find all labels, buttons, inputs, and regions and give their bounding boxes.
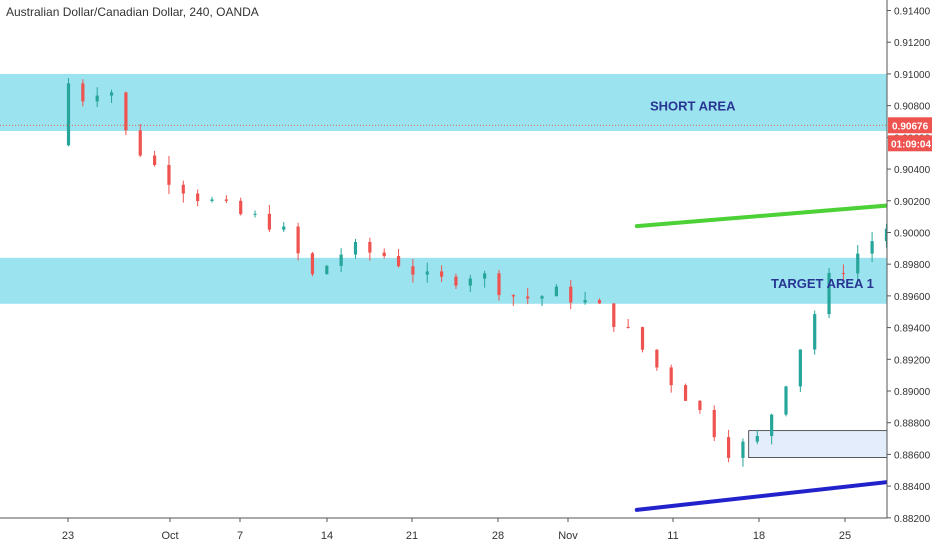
- candle-body: [483, 273, 487, 279]
- candle-body: [310, 253, 315, 275]
- candle-body: [741, 441, 745, 458]
- candle-body: [597, 300, 602, 304]
- price-tick-label: 0.88600: [894, 450, 931, 461]
- candle-body: [167, 164, 171, 185]
- time-tick-label: 28: [492, 530, 504, 542]
- price-tick-label: 0.89000: [894, 387, 931, 398]
- candle-body: [282, 226, 286, 230]
- candle-body: [669, 367, 673, 386]
- candle-body: [124, 92, 128, 131]
- candle-body: [884, 228, 887, 242]
- candle-body: [239, 200, 243, 215]
- time-tick-label: 23: [62, 530, 74, 542]
- price-tick-label: 0.88800: [894, 419, 931, 430]
- candle-body: [296, 226, 300, 254]
- candle-body: [655, 349, 659, 368]
- candle-body: [196, 193, 200, 201]
- candle-body: [325, 265, 329, 275]
- candle-body: [827, 272, 831, 315]
- price-tick-label: 0.91200: [894, 38, 931, 49]
- time-tick-label: 21: [406, 530, 418, 542]
- candle-body: [95, 95, 99, 102]
- candle-body: [784, 386, 788, 415]
- candle-body: [468, 278, 472, 286]
- candle-body: [368, 241, 372, 253]
- candle-body: [81, 83, 85, 102]
- candle-body: [569, 286, 573, 303]
- candle-body: [640, 327, 645, 350]
- time-tick-label: 14: [321, 530, 333, 542]
- price-tick-label: 0.89400: [894, 324, 931, 335]
- short-area-zone: [0, 73, 887, 131]
- current-price-tag: [888, 117, 932, 134]
- candle-body: [181, 184, 185, 194]
- price-tick-label: 0.89200: [894, 355, 931, 366]
- price-tick-label: 0.91400: [894, 7, 931, 18]
- countdown-label: 01:09:04: [891, 139, 931, 150]
- price-tick-label: 0.88200: [894, 514, 931, 525]
- candle-body: [511, 295, 515, 297]
- candle-body: [727, 437, 731, 458]
- candle-body: [153, 155, 157, 165]
- candle-body: [253, 213, 257, 215]
- candle-body: [411, 266, 415, 275]
- candle-body: [210, 199, 214, 201]
- time-tick-label: 25: [839, 530, 851, 542]
- price-axis[interactable]: [887, 0, 932, 550]
- price-tick-label: 0.90200: [894, 197, 931, 208]
- current-price-label: 0.90676: [892, 121, 929, 132]
- candle-body: [425, 271, 429, 275]
- price-tick-label: 0.90400: [894, 165, 931, 176]
- candle-body: [554, 286, 558, 297]
- chart-title: Australian Dollar/Canadian Dollar, 240, …: [6, 5, 259, 19]
- candles: [66, 78, 887, 467]
- candle-body: [109, 92, 114, 96]
- candle-body: [454, 276, 458, 286]
- price-tick-label: 0.88400: [894, 482, 931, 493]
- candle-body: [224, 199, 228, 201]
- candle-body: [583, 300, 587, 303]
- time-tick-label: 11: [667, 530, 678, 542]
- time-tick-label: 18: [753, 530, 765, 542]
- candle-body: [396, 256, 401, 267]
- candle-body: [626, 326, 630, 328]
- target-area-label: TARGET AREA 1: [771, 276, 874, 291]
- price-tick-label: 0.91000: [894, 70, 931, 81]
- candle-body: [612, 303, 616, 327]
- candle-body: [712, 409, 716, 438]
- candle-body: [755, 435, 759, 442]
- price-tick-label: 0.89600: [894, 292, 931, 303]
- time-tick-label: Nov: [558, 530, 578, 542]
- time-tick-label: 7: [237, 530, 243, 542]
- candle-body: [870, 241, 874, 254]
- time-tick-label: Oct: [161, 530, 178, 542]
- candle-body: [540, 296, 544, 299]
- candle-body: [440, 271, 444, 277]
- candle-body: [770, 414, 774, 436]
- candle-body: [856, 253, 860, 274]
- candle-body: [138, 130, 142, 156]
- price-tick-label: 0.90800: [894, 102, 931, 113]
- time-axis[interactable]: [0, 518, 887, 550]
- countdown-tag: [888, 135, 932, 152]
- candle-body: [798, 349, 802, 387]
- candle-body: [353, 241, 358, 255]
- candle-body: [526, 296, 530, 299]
- short-area-label: SHORT AREA: [650, 99, 736, 114]
- candle-body: [698, 400, 702, 410]
- candle-body: [813, 314, 817, 350]
- candle-body: [382, 252, 386, 257]
- candle-body: [497, 273, 501, 296]
- candle-body: [267, 213, 271, 230]
- candle-body: [683, 385, 688, 401]
- candle-body: [66, 83, 71, 146]
- candle-body: [339, 254, 343, 266]
- target-area-zone: [0, 257, 887, 304]
- candle-body: [841, 272, 845, 274]
- price-tick-label: 0.90000: [894, 228, 931, 239]
- price-tick-label: 0.89800: [894, 260, 931, 271]
